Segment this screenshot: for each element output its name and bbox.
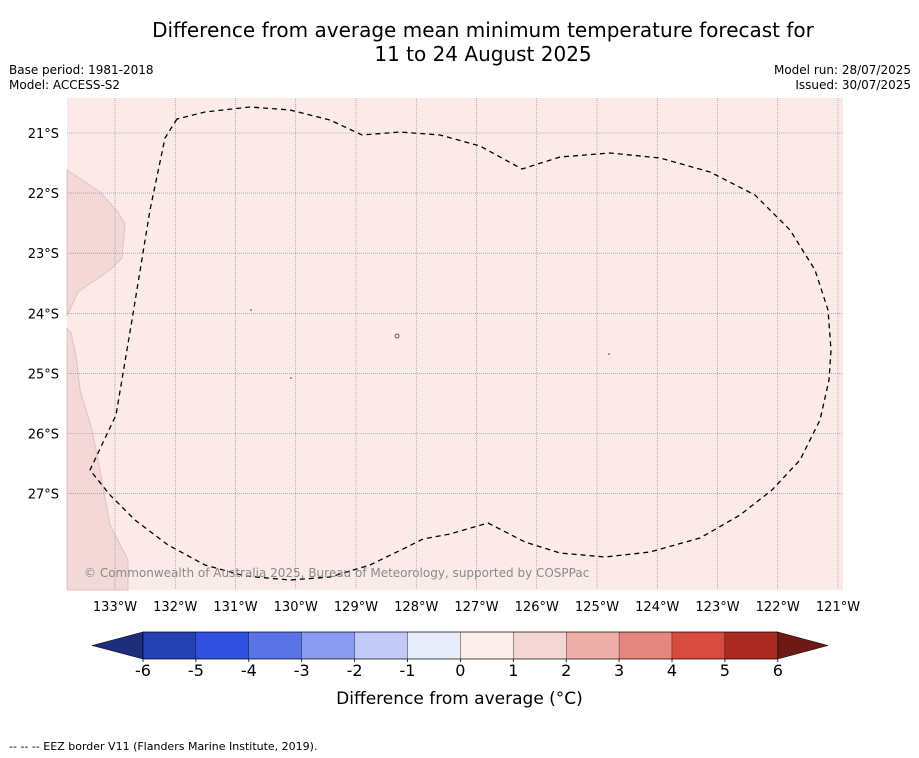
base-period: Base period: 1981-2018 — [9, 63, 154, 77]
colorbar-label: Difference from average (°C) — [336, 689, 583, 709]
lat-label: 27°S — [28, 488, 59, 503]
colorbar-segment — [513, 631, 567, 660]
lon-label: 130°W — [274, 600, 318, 615]
issued-date: Issued: 30/07/2025 — [795, 78, 911, 92]
colorbar-tick-label: -1 — [400, 661, 416, 680]
meta-left: Base period: 1981-2018 Model: ACCESS-S2 — [9, 63, 154, 93]
lon-label: 124°W — [635, 600, 679, 615]
longitude-labels: 133°W 132°W 131°W 130°W 129°W 128°W 127°W 126°W… — [93, 600, 860, 615]
map-ocean — [67, 98, 843, 590]
colorbar-segment — [724, 631, 778, 660]
latitude-labels: 21°S 22°S 23°S 24°S 25°S 26°S 27°S — [28, 127, 59, 503]
land-mass-south — [66, 326, 129, 591]
colorbar-extend-low — [91, 631, 144, 660]
lon-label: 125°W — [575, 600, 619, 615]
colorbar-tick-label: 1 — [508, 661, 518, 680]
island-mark — [394, 333, 400, 339]
lat-label: 22°S — [28, 187, 59, 202]
colorbar-segment — [354, 631, 408, 660]
colorbar — [91, 631, 829, 660]
colorbar-tick-label: -3 — [294, 661, 310, 680]
lon-label: 127°W — [454, 600, 498, 615]
lat-label: 26°S — [28, 428, 59, 443]
lon-label: 123°W — [695, 600, 739, 615]
colorbar-tick-label: 0 — [455, 661, 465, 680]
colorbar-segment — [460, 631, 514, 660]
colorbar-segment — [407, 631, 461, 660]
title-line-1: Difference from average mean minimum tem… — [152, 18, 814, 42]
lon-label: 122°W — [756, 600, 800, 615]
colorbar-tick-label: 2 — [561, 661, 571, 680]
title-line-2: 11 to 24 August 2025 — [374, 42, 592, 66]
colorbar-tick-label: -6 — [135, 661, 151, 680]
colorbar-segment — [142, 631, 197, 660]
copyright-note: © Commonwealth of Australia 2025, Bureau… — [84, 566, 589, 580]
model-run: Model run: 28/07/2025 — [773, 63, 911, 77]
colorbar-tick-label: 3 — [614, 661, 624, 680]
eez-footnote: -- -- -- EEZ border V11 (Flanders Marine… — [9, 740, 318, 753]
colorbar-segment — [195, 631, 249, 660]
colorbar-tick-label: 4 — [667, 661, 677, 680]
colorbar-tick-label: 6 — [773, 661, 783, 680]
colorbar-tick-label: -2 — [347, 661, 363, 680]
lon-label: 126°W — [515, 600, 559, 615]
land-mass-north — [66, 169, 126, 317]
colorbar-segment — [566, 631, 620, 660]
model-name: Model: ACCESS-S2 — [9, 78, 121, 92]
colorbar-segment — [248, 631, 302, 660]
grid-lines — [67, 98, 843, 590]
island-mark — [608, 353, 610, 355]
colorbar-segment — [618, 631, 673, 660]
lon-label: 121°W — [816, 600, 860, 615]
colorbar-segment — [671, 631, 726, 660]
colorbar-ticks: -6 -5 -4 -3 -2 -1 0 1 2 3 4 5 6 — [135, 659, 783, 680]
lon-label: 132°W — [153, 600, 197, 615]
colorbar-segment — [301, 631, 355, 660]
island-mark — [250, 309, 252, 311]
lon-label: 133°W — [93, 600, 137, 615]
colorbar-tick-label: -4 — [241, 661, 257, 680]
lon-label: 129°W — [334, 600, 378, 615]
lat-label: 21°S — [28, 127, 59, 142]
colorbar-extend-high — [777, 631, 829, 660]
lat-label: 25°S — [28, 367, 59, 382]
meta-right: Model run: 28/07/2025 Issued: 30/07/2025 — [774, 63, 911, 93]
lat-label: 24°S — [28, 307, 59, 322]
eez-border — [89, 106, 832, 581]
chart-title: Difference from average mean minimum tem… — [0, 18, 919, 66]
lat-label: 23°S — [28, 247, 59, 262]
colorbar-tick-label: -5 — [188, 661, 204, 680]
lon-label: 131°W — [213, 600, 257, 615]
island-mark — [290, 377, 292, 379]
lon-label: 128°W — [394, 600, 438, 615]
colorbar-tick-label: 5 — [720, 661, 730, 680]
